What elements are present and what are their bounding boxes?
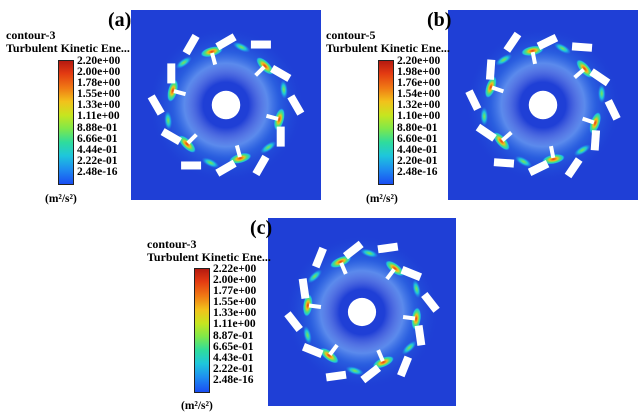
tick-label: 1.55e+00	[213, 296, 257, 309]
tick-label: 6.60e-01	[397, 132, 438, 145]
panel-label: (c)	[250, 217, 273, 239]
tick-label: 8.80e-01	[397, 121, 438, 134]
panel-label: (b)	[427, 9, 452, 31]
tick-label: 2.00e+00	[213, 274, 257, 287]
tick-label: 8.88e-01	[77, 121, 118, 134]
colorbar-ticks: 2.20e+00 1.98e+00 1.76e+00 1.54e+00 1.32…	[397, 55, 441, 178]
tick-label: 2.22e-01	[77, 154, 118, 167]
tick-label: 6.65e-01	[213, 340, 254, 353]
quantity-label: Turbulent Kinetic Ene...	[326, 41, 450, 55]
tick-label: 8.87e-01	[213, 329, 254, 342]
colorbar-ticks: 2.20e+00 2.00e+00 1.78e+00 1.55e+00 1.33…	[77, 55, 121, 178]
colorbar	[194, 268, 210, 393]
tick-label: 2.48e-16	[397, 165, 438, 178]
tick-label: 2.20e-01	[397, 154, 438, 167]
quantity-label: Turbulent Kinetic Ene...	[147, 250, 271, 264]
contour-title: contour-3	[6, 28, 56, 42]
tick-label: 2.00e+00	[77, 66, 121, 79]
tick-label: 1.78e+00	[77, 77, 121, 90]
colorbar	[58, 60, 74, 185]
tick-label: 1.33e+00	[77, 99, 121, 112]
tick-label: 2.48e-16	[77, 165, 118, 178]
tick-label: 1.33e+00	[213, 307, 257, 320]
contour-plot-c	[268, 218, 456, 406]
tick-label: 4.43e-01	[213, 351, 254, 364]
panel-label: (a)	[108, 9, 132, 31]
contour-plot-a	[131, 10, 321, 200]
tick-label: 2.20e+00	[77, 55, 121, 67]
tick-label: 6.66e-01	[77, 132, 118, 145]
tick-label: 1.76e+00	[397, 77, 441, 90]
contour-plot-b	[448, 10, 638, 200]
tick-label: 2.48e-16	[213, 373, 254, 386]
tick-label: 4.40e-01	[397, 143, 438, 156]
unit-label: (m²/s²)	[366, 193, 398, 205]
colorbar	[378, 60, 394, 185]
quantity-label: Turbulent Kinetic Ene...	[6, 41, 130, 55]
tick-label: 1.98e+00	[397, 66, 441, 79]
tick-label: 4.44e-01	[77, 143, 118, 156]
contour-title: contour-3	[147, 237, 197, 251]
tick-label: 1.54e+00	[397, 88, 441, 101]
tick-label: 1.11e+00	[213, 318, 256, 331]
tick-label: 2.22e+00	[213, 263, 257, 275]
colorbar-ticks: 2.22e+00 2.00e+00 1.77e+00 1.55e+00 1.33…	[213, 263, 257, 386]
tick-label: 1.32e+00	[397, 99, 441, 112]
tick-label: 2.20e+00	[397, 55, 441, 67]
contour-title: contour-5	[326, 28, 376, 42]
tick-label: 1.11e+00	[77, 110, 120, 123]
tick-label: 1.55e+00	[77, 88, 121, 101]
unit-label: (m²/s²)	[181, 400, 213, 412]
unit-label: (m²/s²)	[45, 193, 77, 205]
tick-label: 1.77e+00	[213, 285, 257, 298]
tick-label: 1.10e+00	[397, 110, 441, 123]
tick-label: 2.22e-01	[213, 362, 254, 375]
